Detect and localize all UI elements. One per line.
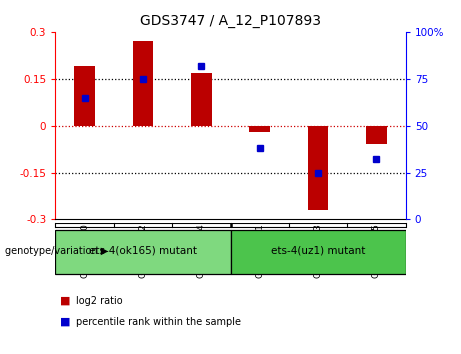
Bar — [366, 126, 387, 144]
Text: ets-4(uz1) mutant: ets-4(uz1) mutant — [271, 245, 365, 255]
Bar — [249, 126, 270, 132]
Bar — [74, 66, 95, 126]
Text: GSM543595: GSM543595 — [372, 223, 381, 278]
Text: percentile rank within the sample: percentile rank within the sample — [76, 317, 241, 327]
Bar — [308, 126, 328, 210]
Bar — [191, 73, 212, 126]
Text: ■: ■ — [60, 317, 71, 327]
Text: log2 ratio: log2 ratio — [76, 296, 123, 306]
Text: ets-4(ok165) mutant: ets-4(ok165) mutant — [89, 245, 197, 255]
Text: GSM543590: GSM543590 — [80, 223, 89, 278]
Bar — [133, 41, 153, 126]
Text: GSM543592: GSM543592 — [138, 223, 148, 278]
Text: GSM543591: GSM543591 — [255, 223, 264, 278]
Text: genotype/variation ▶: genotype/variation ▶ — [5, 246, 108, 256]
Text: GSM543594: GSM543594 — [197, 223, 206, 278]
FancyBboxPatch shape — [230, 230, 406, 274]
FancyBboxPatch shape — [55, 230, 230, 274]
Title: GDS3747 / A_12_P107893: GDS3747 / A_12_P107893 — [140, 14, 321, 28]
Text: GSM543593: GSM543593 — [313, 223, 323, 278]
Text: ■: ■ — [60, 296, 71, 306]
